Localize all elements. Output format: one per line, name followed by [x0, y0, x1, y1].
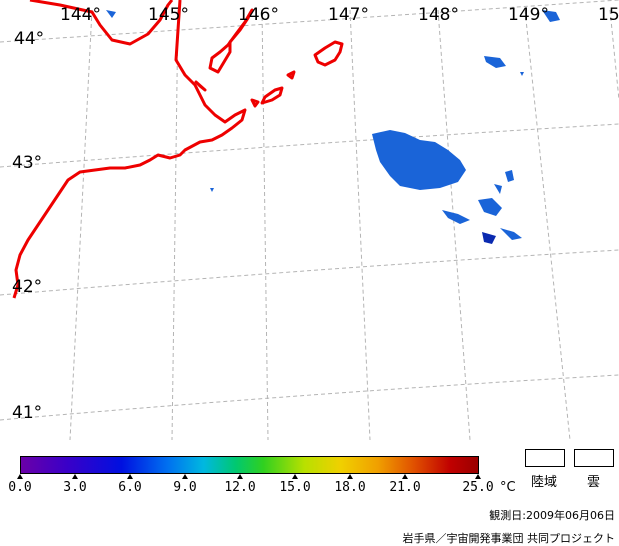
cloud-swatch	[574, 449, 614, 467]
lat-label: 43°	[12, 153, 42, 173]
lon-label: 146°	[238, 5, 279, 25]
observation-date: 観測日:2009年06月06日	[489, 509, 615, 522]
lon-label: 147°	[328, 5, 369, 25]
lat-label: 44°	[14, 29, 44, 49]
lon-label: 144°	[60, 5, 101, 25]
lon-label: 149°	[508, 5, 549, 25]
coastline	[12, 0, 344, 299]
scale-label: 6.0	[118, 480, 142, 495]
longitude-labels: 144° 145° 146° 147° 148° 149° 15	[60, 5, 619, 25]
scale-tick	[127, 474, 133, 479]
sst-map: 144° 145° 146° 147° 148° 149° 15 44° 43°…	[0, 0, 619, 440]
scale-label: 21.0	[389, 480, 421, 495]
sst-patches	[106, 10, 560, 244]
scale-tick	[347, 474, 353, 479]
scale-label: 3.0	[63, 480, 87, 495]
graticule	[0, 0, 619, 440]
land-swatch	[525, 449, 565, 467]
scale-tick	[237, 474, 243, 479]
land-label: 陸域	[531, 475, 558, 490]
color-scale-bar	[20, 456, 479, 474]
cloud-label: 雲	[587, 475, 601, 490]
lat-label: 42°	[12, 277, 42, 297]
scale-label: 25.0	[462, 480, 494, 495]
scale-tick	[182, 474, 188, 479]
scale-label: 15.0	[279, 480, 311, 495]
scale-label: 0.0	[8, 480, 32, 495]
scale-tick	[402, 474, 408, 479]
unit-label: °C	[500, 480, 516, 495]
lat-label: 41°	[12, 403, 42, 423]
scale-label: 18.0	[334, 480, 366, 495]
scale-tick	[475, 474, 481, 479]
scale-label: 9.0	[173, 480, 197, 495]
latitude-labels: 44° 43° 42° 41°	[12, 29, 44, 423]
scale-tick	[292, 474, 298, 479]
lon-label: 148°	[418, 5, 459, 25]
scale-label: 12.0	[224, 480, 256, 495]
credit-text: 岩手県／宇宙開発事業団 共同プロジェクト	[402, 532, 616, 545]
lon-label: 15	[598, 5, 619, 25]
scale-tick	[17, 474, 23, 479]
lon-label: 145°	[148, 5, 189, 25]
scale-tick	[72, 474, 78, 479]
